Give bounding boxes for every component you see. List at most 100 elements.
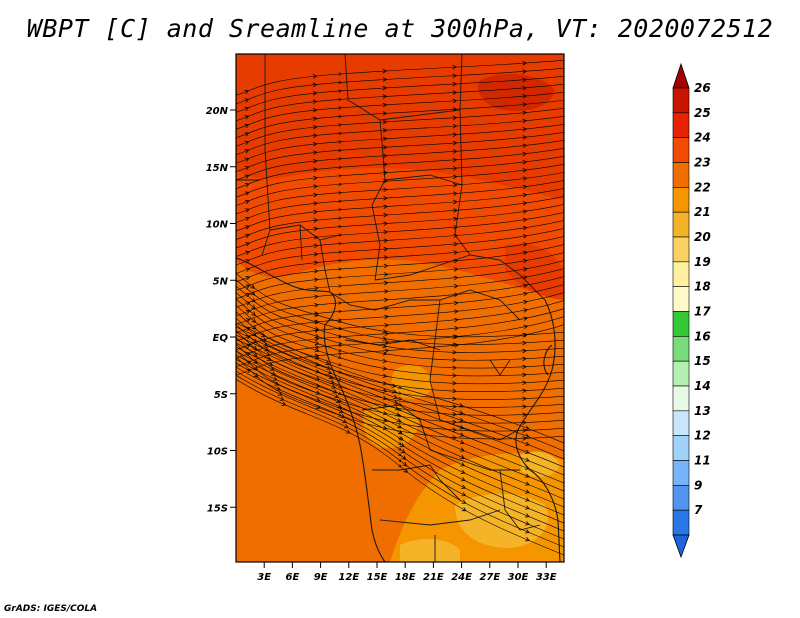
streamline-arrow bbox=[382, 336, 388, 341]
lon-tick-label: 15E bbox=[367, 572, 388, 583]
streamline-arrow bbox=[244, 115, 250, 120]
colorbar-label: 25 bbox=[694, 106, 711, 120]
streamline-arrow bbox=[313, 150, 318, 155]
streamline-arrow bbox=[313, 260, 319, 266]
streamline-arrow bbox=[453, 199, 458, 205]
streamline bbox=[236, 180, 564, 223]
lon-tick-label: 33E bbox=[536, 572, 557, 583]
streamline bbox=[236, 212, 564, 257]
streamline-arrow bbox=[314, 302, 319, 308]
lat-tick-label: 5S bbox=[214, 390, 228, 401]
streamline-arrow bbox=[265, 351, 271, 357]
streamline-arrow bbox=[314, 347, 320, 353]
streamline-arrow bbox=[453, 208, 458, 213]
streamline-arrow bbox=[525, 497, 530, 502]
streamline-arrow bbox=[524, 425, 530, 430]
streamline-arrow bbox=[314, 333, 320, 339]
streamline-arrow bbox=[245, 318, 251, 323]
streamline-arrow bbox=[384, 297, 389, 303]
streamline-arrow bbox=[522, 192, 528, 198]
streamline-arrow bbox=[522, 412, 527, 417]
streamline-arrow bbox=[382, 373, 388, 379]
streamline-arrow bbox=[459, 439, 465, 445]
streamline-arrow bbox=[383, 229, 389, 235]
streamline-arrow bbox=[382, 94, 388, 99]
streamline-arrow bbox=[522, 61, 527, 66]
streamline-arrow bbox=[452, 349, 457, 355]
streamline-arrow bbox=[252, 345, 258, 351]
streamline-arrow bbox=[452, 132, 458, 137]
streamline-arrow bbox=[453, 275, 459, 281]
streamline-arrow bbox=[245, 242, 251, 247]
streamline-arrow bbox=[253, 366, 259, 371]
streamline-arrow bbox=[264, 347, 270, 352]
map-title: WBPT [C] and Sreamline at 300hPa, VT: 20… bbox=[26, 14, 774, 43]
streamline-arrow bbox=[312, 108, 318, 113]
lon-tick-label: 6E bbox=[286, 572, 300, 583]
streamline-arrow bbox=[314, 312, 320, 317]
map-plot-area bbox=[236, 54, 564, 562]
streamline-arrow bbox=[251, 311, 257, 316]
streamline-arrow bbox=[524, 481, 530, 486]
streamline bbox=[236, 115, 564, 156]
streamline-arrow bbox=[525, 489, 530, 494]
streamline-arrow bbox=[342, 418, 348, 424]
streamline-arrow bbox=[383, 162, 388, 167]
streamline-arrow bbox=[315, 369, 321, 374]
lon-tick-label: 24E bbox=[451, 572, 472, 583]
streamline-arrow bbox=[522, 250, 528, 256]
streamline-arrow bbox=[329, 379, 335, 384]
streamline bbox=[236, 317, 564, 392]
streamline bbox=[236, 358, 564, 516]
colorbar-swatch bbox=[672, 435, 690, 461]
streamline-arrow bbox=[523, 258, 528, 264]
streamline-arrow bbox=[245, 284, 251, 289]
streamline-arrow bbox=[245, 267, 251, 272]
streamline-arrow bbox=[382, 388, 388, 393]
streamline-arrow bbox=[244, 208, 250, 213]
wbpt-field-25 bbox=[478, 74, 555, 111]
streamline-arrow bbox=[458, 410, 464, 415]
streamline-arrow bbox=[453, 182, 458, 188]
streamline bbox=[236, 91, 564, 130]
streamline-arrow bbox=[266, 356, 272, 361]
streamline-arrow bbox=[343, 424, 349, 429]
streamline-arrow bbox=[383, 263, 389, 269]
streamline-arrow bbox=[522, 428, 527, 433]
streamline-arrow bbox=[382, 128, 388, 133]
streamline-arrow bbox=[453, 233, 459, 239]
streamline-arrow bbox=[313, 226, 319, 232]
colorbar-swatch bbox=[672, 385, 690, 412]
lat-tick-label: 15N bbox=[206, 163, 229, 174]
streamline-arrow bbox=[313, 209, 319, 215]
streamline-arrow bbox=[315, 404, 321, 410]
streamline-arrow bbox=[382, 395, 388, 401]
streamline-arrow bbox=[312, 82, 318, 88]
streamline-arrow bbox=[397, 424, 403, 429]
streamline-arrow bbox=[452, 435, 457, 440]
streamline-arrow bbox=[245, 309, 251, 315]
streamline-arrow bbox=[246, 360, 252, 365]
streamline-arrow bbox=[313, 167, 318, 172]
streamline-arrow bbox=[338, 408, 344, 414]
streamline bbox=[236, 298, 564, 369]
streamline-arrow bbox=[382, 111, 388, 116]
streamline-arrow bbox=[396, 418, 402, 423]
latitude-axis: 20N 15N 10N 5N EQ 5S 10S 15S bbox=[206, 106, 236, 514]
streamline-arrow bbox=[395, 412, 401, 417]
streamline-arrow bbox=[315, 397, 321, 402]
colorbar-label: 23 bbox=[694, 156, 711, 170]
streamline-arrow bbox=[253, 359, 258, 364]
streamline-arrow bbox=[382, 403, 388, 408]
streamline-arrow bbox=[244, 140, 250, 145]
streamline-arrow bbox=[522, 217, 528, 223]
streamline-arrow bbox=[453, 216, 458, 222]
streamline-arrow bbox=[453, 284, 459, 289]
streamline-arrow bbox=[452, 342, 457, 347]
colorbar-swatch bbox=[672, 509, 690, 536]
colorbar-swatch bbox=[672, 410, 690, 436]
streamline bbox=[236, 67, 564, 105]
streamline bbox=[236, 268, 564, 317]
colorbar-label: 21 bbox=[694, 205, 711, 219]
streamline-arrow bbox=[314, 340, 320, 346]
